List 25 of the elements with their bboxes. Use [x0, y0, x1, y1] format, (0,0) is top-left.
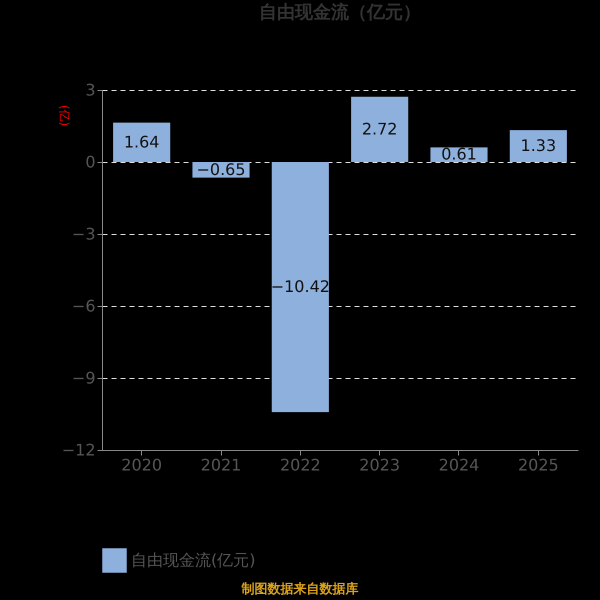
bar: [510, 130, 567, 162]
y-tick-label: −3: [72, 224, 96, 244]
data-label: −10.42: [270, 277, 330, 296]
bar: [113, 122, 170, 162]
text: 制图数据来自数据库: [240, 580, 360, 598]
y-tick-label: −6: [72, 296, 96, 316]
y-tick-label: −9: [72, 368, 96, 388]
x-tick-label: 2023: [359, 456, 400, 474]
y-tick-label: 3: [85, 80, 96, 100]
bar: [272, 162, 329, 412]
data-label: 1.33: [520, 136, 556, 156]
y-tick-label: −12: [62, 440, 96, 460]
data-label: −0.65: [196, 160, 246, 179]
x-tick-label: 2025: [518, 456, 559, 474]
y-axis-title: (亿): [58, 104, 72, 126]
x-tick-label: 2024: [438, 456, 480, 474]
x-tick-label: 2022: [280, 456, 321, 474]
data-label: 0.61: [441, 144, 477, 164]
legend-label: 自由现金流(亿元): [131, 550, 256, 570]
x-tick-label: 2021: [200, 456, 242, 474]
data-label: 2.72: [362, 119, 398, 138]
x-tick-label: 2020: [121, 456, 162, 474]
bar: [351, 96, 408, 162]
data-label: 1.64: [124, 132, 160, 152]
y-tick-label: 0: [85, 152, 96, 172]
